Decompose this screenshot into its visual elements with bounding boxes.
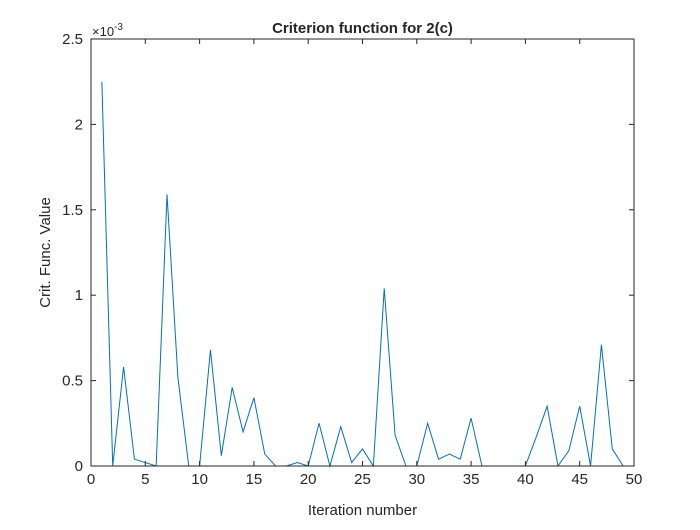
- y-tick-label: 0.5: [62, 373, 83, 390]
- x-tick-label: 35: [463, 471, 480, 488]
- plot-background: [91, 39, 634, 466]
- y-tick-label: 1: [75, 287, 83, 304]
- y-exponent-label: ×10-3: [92, 22, 123, 39]
- y-tick-label: 1.5: [62, 202, 83, 219]
- x-tick-label: 30: [408, 471, 425, 488]
- y-tick-label: 2: [75, 116, 83, 133]
- axes-layer: 0 5 10 15 20 25 30 35 40 45 50 0 0.5 1 1.5 2 2.5: [62, 31, 642, 488]
- x-tick-label: 40: [517, 471, 534, 488]
- x-tick-label: 10: [191, 471, 208, 488]
- x-tick-label: 25: [354, 471, 371, 488]
- x-tick-label: 0: [87, 471, 95, 488]
- x-tick-label: 45: [571, 471, 588, 488]
- chart-title: Criterion function for 2(c): [272, 20, 453, 37]
- y-axis-label: Crit. Func. Value: [37, 197, 54, 308]
- y-tick-label: 0: [75, 458, 83, 475]
- x-tick-label: 15: [246, 471, 263, 488]
- x-tick-label: 50: [626, 471, 643, 488]
- y-exponent-base: ×10: [92, 24, 114, 39]
- y-tick-label: 2.5: [62, 31, 83, 48]
- x-axis-label: Iteration number: [308, 502, 417, 519]
- x-tick-label: 20: [300, 471, 317, 488]
- x-tick-label: 5: [141, 471, 149, 488]
- y-exponent-power: -3: [114, 22, 123, 33]
